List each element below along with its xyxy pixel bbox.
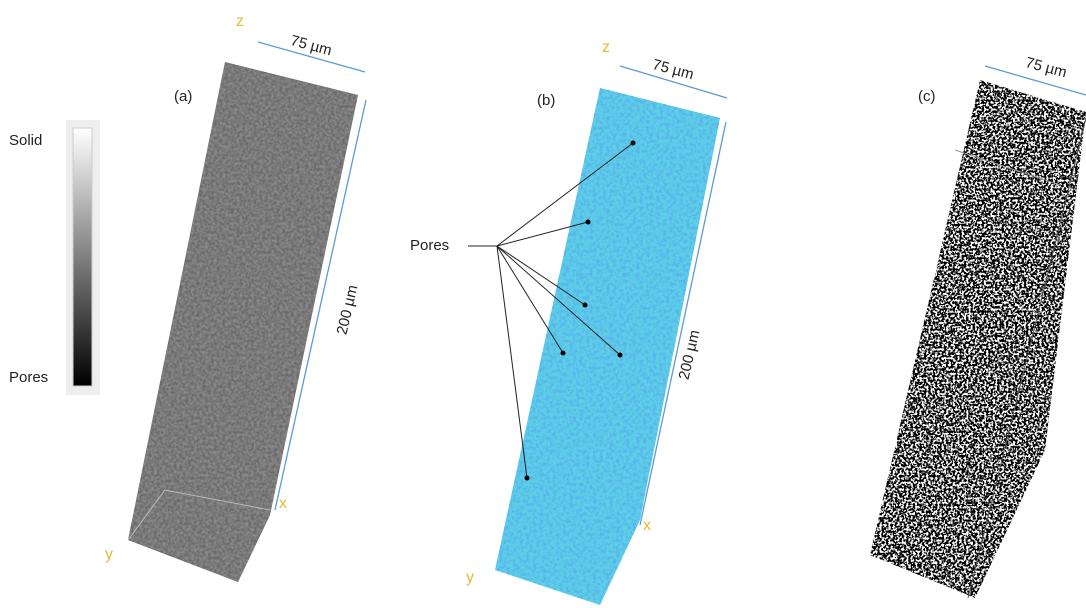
dimension-label: 75 µm [1024, 54, 1069, 81]
panel-label: (c) [918, 88, 936, 105]
colorbar [73, 128, 92, 386]
axis-label: x [279, 495, 287, 512]
dimension-label: 75 µm [651, 56, 696, 83]
axis-label: y [105, 546, 113, 563]
volume-a-texture [128, 62, 358, 582]
axis-label: y [466, 569, 474, 586]
panel-label: (b) [537, 92, 555, 109]
callout-label: Pores [410, 237, 449, 254]
colorbar-bottom-label: Pores [9, 369, 48, 386]
panel-label: (a) [174, 88, 192, 105]
dimension-label: 75 µm [289, 32, 334, 59]
axis-label: z [236, 13, 244, 30]
axis-label: z [602, 39, 610, 56]
figure: Solid Pores z 75 µm (a) 200 µm x y z 75 … [0, 0, 1086, 608]
colorbar-top-label: Solid [9, 132, 42, 149]
dimension-label: 200 µm [334, 283, 362, 336]
axis-label: x [643, 517, 651, 534]
